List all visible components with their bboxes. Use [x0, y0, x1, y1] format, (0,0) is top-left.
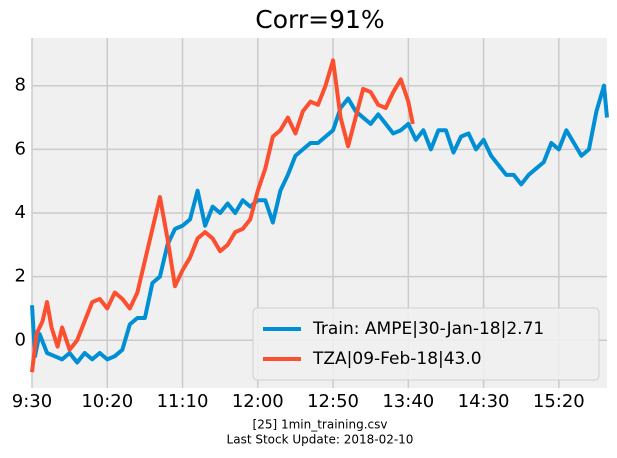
x-axis-label: Last Stock Update: 2018-02-10	[227, 433, 414, 447]
x-axis-label: [25] 1min_training.csv	[253, 418, 388, 432]
y-tick-label: 6	[15, 138, 26, 159]
x-tick-label: 12:50	[307, 391, 359, 412]
legend-label: Train: AMPE|30-Jan-18|2.71	[312, 319, 544, 339]
x-tick-label: 12:00	[232, 391, 284, 412]
chart-title: Corr=91%	[255, 5, 384, 34]
x-tick-label: 9:30	[12, 391, 52, 412]
series-line	[30, 58, 415, 373]
x-tick-label: 14:30	[458, 391, 510, 412]
x-tick-label: 13:40	[382, 391, 434, 412]
x-tick-label: 10:20	[81, 391, 133, 412]
x-tick-label: 15:20	[533, 391, 585, 412]
y-tick-label: 4	[15, 202, 26, 223]
y-tick-label: 8	[15, 75, 26, 96]
y-tick-label: 2	[15, 266, 26, 287]
legend-box	[252, 307, 600, 381]
y-tick-label: 0	[15, 329, 26, 350]
series-line	[30, 83, 609, 365]
x-tick-label: 11:10	[157, 391, 209, 412]
legend-label: TZA|09-Feb-18|43.0	[312, 349, 482, 369]
